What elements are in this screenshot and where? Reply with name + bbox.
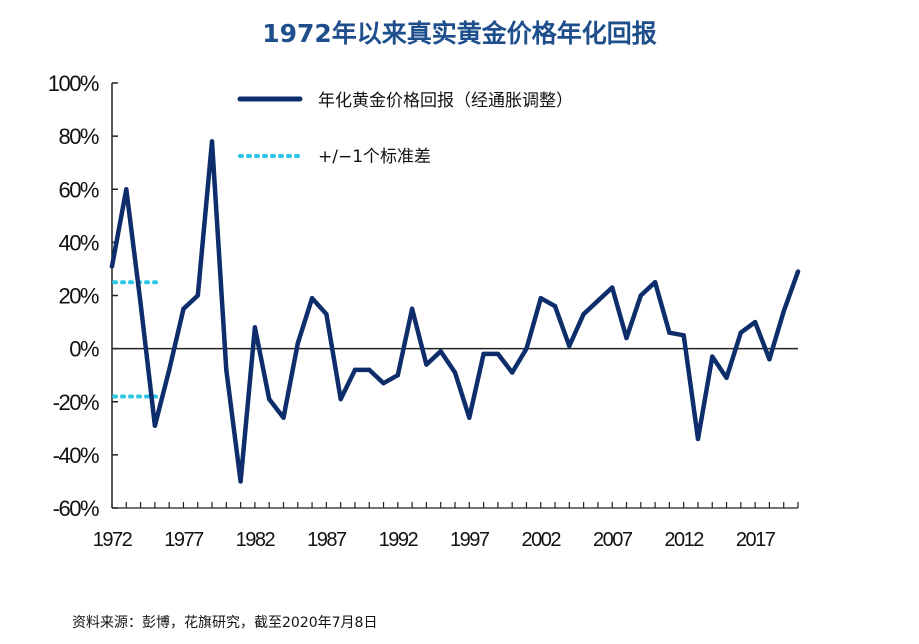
data-point [352,367,358,373]
data-point [181,306,186,311]
data-point [224,367,229,373]
data-point [195,293,200,298]
data-point [681,333,686,338]
y-tick-label: 60% [58,177,98,202]
data-point [395,372,401,378]
x-tick-label: 1997 [450,529,490,551]
data-point [509,370,515,375]
data-point [552,303,558,309]
data-point [695,436,701,442]
x-axis: 1972 1977 1982 1987 1992 1997 2002 2007 2012 2017 [93,347,799,551]
data-point [481,351,486,357]
data-point [767,357,772,362]
data-point [138,301,143,306]
data-point [238,479,243,484]
x-tick-label: 2002 [522,529,562,551]
data-point [667,330,672,335]
data-point [567,343,572,349]
data-point [467,415,472,420]
data-point [452,370,458,375]
data-point [795,269,801,274]
data-point [152,423,158,428]
y-tick-label: -60% [53,496,99,521]
data-point [610,285,615,290]
series-line-group [109,139,801,484]
y-tick-label: 100% [48,71,99,96]
x-tick-label: 1992 [379,529,419,551]
data-point [367,367,372,373]
y-tick-label: 20% [58,284,98,309]
data-point [338,396,343,402]
data-point [595,298,601,304]
data-point [252,325,258,330]
series-line-gold-return [109,139,801,484]
y-axis: 100% 80% 60% 40% 20% 0% -20% -40% -60% [48,71,118,521]
data-point [267,396,272,402]
std-dev-bands [112,280,158,399]
data-point [109,264,115,269]
data-point [538,295,543,301]
data-point [295,341,300,346]
legend-label-band: +/−1个标准差 [318,147,431,167]
data-point [638,293,643,298]
data-point [166,367,172,373]
data-point [409,306,415,311]
data-point [524,346,529,351]
data-point [495,351,501,357]
x-tick-label: 1972 [93,529,133,551]
y-tick-label: 80% [58,124,98,149]
data-point [781,309,786,314]
data-point [309,295,315,301]
legend: 年化黄金价格回报（经通胀调整） +/−1个标准差 [237,91,573,167]
x-tick-label: 2012 [664,529,704,551]
chart-title: 1972年以来真实黄金价格年化回报 [262,19,657,48]
data-point [752,319,758,325]
data-point [381,380,386,386]
data-point [652,280,658,285]
data-point [424,362,429,367]
y-tick-label: -40% [53,443,99,468]
data-point [738,330,744,335]
source-note: 资料来源：彭博，花旗研究，截至2020年7月8日 [72,615,378,631]
data-point [209,139,215,144]
data-point [438,349,443,354]
x-tick-label: 1982 [236,529,276,551]
data-point [281,415,286,420]
y-tick-label: 40% [58,230,98,255]
data-point [710,354,715,359]
y-tick-label: 0% [69,337,99,362]
data-point [724,375,729,381]
y-tick-label: -20% [53,390,99,415]
x-tick-label: 2007 [593,529,633,551]
legend-label-line: 年化黄金价格回报（经通胀调整） [318,91,573,111]
data-point [624,335,629,341]
x-tick-label: 2017 [736,529,776,551]
x-tick-label: 1977 [164,529,204,551]
x-tick-label: 1987 [307,529,347,551]
data-point [581,311,586,317]
data-point [124,187,129,192]
data-point [324,311,329,317]
